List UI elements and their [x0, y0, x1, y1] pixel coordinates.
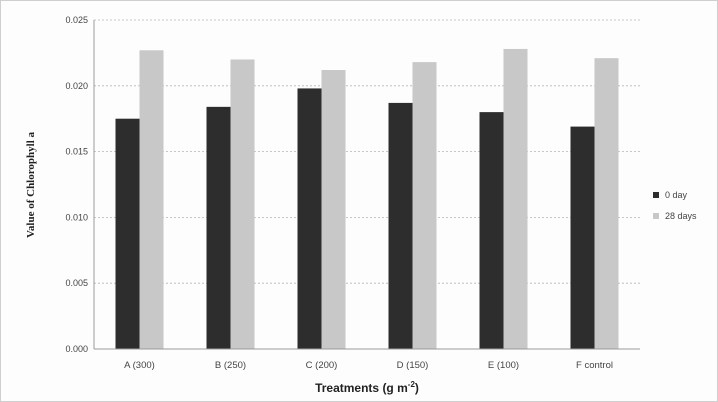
gridlines [94, 19, 640, 284]
bar-28-days [139, 50, 164, 349]
bar-0-day [206, 106, 231, 349]
x-axis-title: Treatments (g m-2) [315, 380, 419, 395]
bar-28-days [594, 58, 619, 349]
x-tick-label: A (300) [124, 360, 155, 371]
bar-28-days [230, 59, 255, 349]
y-tick-label: 0.020 [65, 81, 88, 91]
legend: 0 day 28 days [653, 190, 697, 221]
x-axis-title-suffix: ) [415, 381, 419, 395]
legend-label: 0 day [665, 190, 688, 200]
x-axis-title-main: Treatments (g m [315, 381, 408, 395]
y-tick-label: 0.000 [65, 344, 88, 354]
bar-0-day [479, 112, 504, 350]
x-axis-title-superscript: -2 [408, 380, 416, 389]
x-tick-label: F control [576, 360, 613, 371]
bar-28-days [321, 70, 346, 350]
y-tick-labels: 0.000 0.005 0.010 0.015 0.020 0.025 [65, 15, 88, 354]
bar-0-day [388, 102, 413, 350]
y-axis-title: Value of Chlorophyll a [25, 131, 37, 238]
y-tick-label: 0.010 [65, 212, 88, 222]
x-tick-label: E (100) [488, 360, 519, 371]
bar-0-day [297, 88, 322, 349]
x-tick-labels: A (300) B (250) C (200) D (150) E (100) F con… [124, 360, 613, 371]
bar-0-day [115, 118, 140, 349]
x-tick-label: D (150) [397, 360, 429, 371]
legend-label: 28 days [665, 211, 697, 221]
y-tick-label: 0.005 [65, 278, 88, 288]
y-tick-label: 0.025 [65, 15, 88, 25]
x-tick-label: B (250) [215, 360, 246, 371]
x-tick-label: C (200) [306, 360, 338, 371]
legend-swatch [653, 213, 659, 219]
bars [115, 48, 619, 350]
bar-28-days [503, 48, 528, 350]
y-tick-label: 0.015 [65, 147, 88, 157]
legend-swatch [653, 192, 659, 198]
bar-28-days [412, 62, 437, 349]
bar-0-day [570, 126, 595, 349]
